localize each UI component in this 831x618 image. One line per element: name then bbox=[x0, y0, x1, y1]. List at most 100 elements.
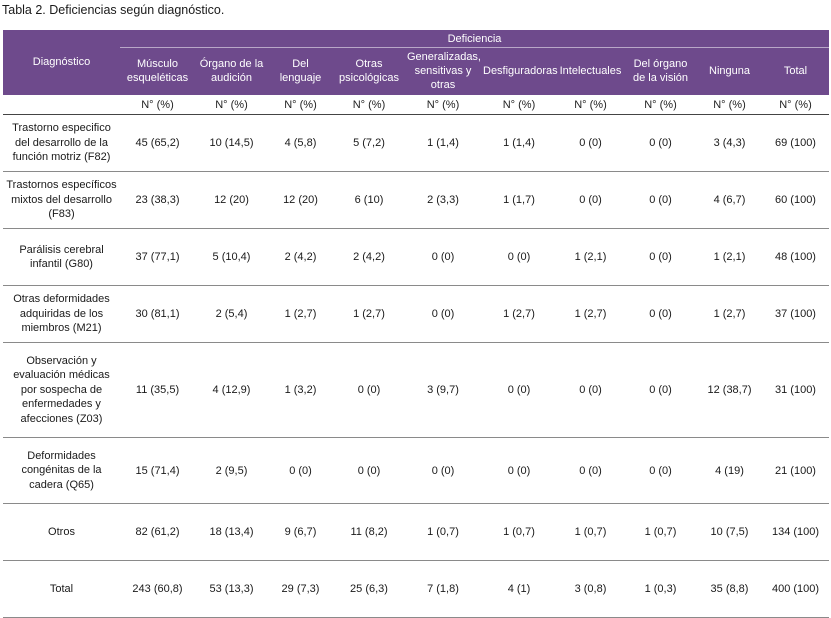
diagnosis-name: Observación y evaluación médicas por sos… bbox=[3, 342, 120, 438]
unit-header: N° (%) bbox=[557, 94, 624, 115]
table-cell: 134 (100) bbox=[762, 503, 829, 561]
table-cell: 0 (0) bbox=[557, 342, 624, 438]
table-cell: 4 (19) bbox=[697, 437, 762, 504]
table-cell: 11 (35,5) bbox=[120, 342, 195, 438]
table-cell: 11 (8,2) bbox=[333, 503, 405, 561]
table-cell: 48 (100) bbox=[762, 228, 829, 286]
table-cell: 1 (1,7) bbox=[481, 171, 557, 229]
table-cell: 10 (14,5) bbox=[195, 114, 268, 172]
table-cell: 1 (2,1) bbox=[697, 228, 762, 286]
table-cell: 4 (5,8) bbox=[268, 114, 333, 172]
table-cell: 25 (6,3) bbox=[333, 560, 405, 618]
unit-header: N° (%) bbox=[333, 94, 405, 115]
column-header: Intelectuales bbox=[557, 47, 624, 95]
table-cell: 1 (0,7) bbox=[405, 503, 481, 561]
column-header: Total bbox=[762, 47, 829, 95]
table-cell: 0 (0) bbox=[624, 342, 697, 438]
table-row: Parálisis cerebral infantil (G80) 37 (77,… bbox=[3, 228, 829, 286]
table-cell: 12 (38,7) bbox=[697, 342, 762, 438]
table-cell: 1 (3,2) bbox=[268, 342, 333, 438]
table-cell: 2 (3,3) bbox=[405, 171, 481, 229]
table-cell: 2 (4,2) bbox=[333, 228, 405, 286]
table-cell: 1 (0,3) bbox=[624, 560, 697, 618]
table-cell: 31 (100) bbox=[762, 342, 829, 438]
table-cell: 0 (0) bbox=[624, 171, 697, 229]
column-header: Del lenguaje bbox=[268, 47, 333, 95]
table-cell: 0 (0) bbox=[333, 342, 405, 438]
unit-header: N° (%) bbox=[195, 94, 268, 115]
table-cell: 18 (13,4) bbox=[195, 503, 268, 561]
table-row: Otras deformidades adquiridas de los mie… bbox=[3, 285, 829, 343]
table-cell: 1 (1,4) bbox=[481, 114, 557, 172]
table-cell: 1 (2,7) bbox=[697, 285, 762, 343]
table-cell: 1 (0,7) bbox=[557, 503, 624, 561]
unit-header: N° (%) bbox=[481, 94, 557, 115]
column-header: Desfiguradoras bbox=[481, 47, 558, 95]
table-cell: 0 (0) bbox=[624, 228, 697, 286]
table-cell: 2 (5,4) bbox=[195, 285, 268, 343]
table-cell: 3 (9,7) bbox=[405, 342, 481, 438]
table-cell: 10 (7,5) bbox=[697, 503, 762, 561]
diagnosis-name: Trastornos específicos mixtos del desarr… bbox=[3, 171, 120, 229]
table-row: Total 243 (60,8) 53 (13,3) 29 (7,3) 25 (6,3)… bbox=[3, 560, 829, 618]
column-header: Órgano de la audición bbox=[195, 47, 268, 95]
table-cell: 0 (0) bbox=[405, 285, 481, 343]
column-header: Generalizadas, sensitivas y otras bbox=[405, 47, 481, 95]
unit-header: N° (%) bbox=[762, 94, 829, 115]
column-header: Músculo esqueléticas bbox=[120, 47, 195, 95]
table-cell: 0 (0) bbox=[557, 171, 624, 229]
deficiencies-table: Diagnóstico Deficiencia Músculo esquelét… bbox=[3, 30, 829, 618]
table-cell: 2 (9,5) bbox=[195, 437, 268, 504]
table-cell: 9 (6,7) bbox=[268, 503, 333, 561]
table-cell: 0 (0) bbox=[481, 437, 557, 504]
table-cell: 243 (60,8) bbox=[120, 560, 195, 618]
table-cell: 1 (0,7) bbox=[481, 503, 557, 561]
table-cell: 82 (61,2) bbox=[120, 503, 195, 561]
table-cell: 1 (2,7) bbox=[333, 285, 405, 343]
table-cell: 0 (0) bbox=[405, 228, 481, 286]
table-cell: 15 (71,4) bbox=[120, 437, 195, 504]
table-cell: 0 (0) bbox=[557, 437, 624, 504]
table-cell: 1 (1,4) bbox=[405, 114, 481, 172]
table-row: Trastorno especifico del desarrollo de l… bbox=[3, 114, 829, 172]
table-cell: 5 (7,2) bbox=[333, 114, 405, 172]
table-cell: 0 (0) bbox=[481, 228, 557, 286]
table-cell: 0 (0) bbox=[624, 114, 697, 172]
table-cell: 29 (7,3) bbox=[268, 560, 333, 618]
diagnosis-name: Otras deformidades adquiridas de los mie… bbox=[3, 285, 120, 343]
diagnosis-name: Trastorno especifico del desarrollo de l… bbox=[3, 114, 120, 172]
table-cell: 4 (1) bbox=[481, 560, 557, 618]
table-cell: 4 (12,9) bbox=[195, 342, 268, 438]
table-cell: 0 (0) bbox=[268, 437, 333, 504]
table-cell: 21 (100) bbox=[762, 437, 829, 504]
table-cell: 1 (2,1) bbox=[557, 228, 624, 286]
table-cell: 23 (38,3) bbox=[120, 171, 195, 229]
unit-header: N° (%) bbox=[120, 94, 195, 115]
table-cell: 53 (13,3) bbox=[195, 560, 268, 618]
table-cell: 400 (100) bbox=[762, 560, 829, 618]
diagnosis-header: Diagnóstico bbox=[3, 30, 120, 95]
diagnosis-name: Deformidades congénitas de la cadera (Q6… bbox=[3, 437, 120, 504]
table-cell: 6 (10) bbox=[333, 171, 405, 229]
table-cell: 60 (100) bbox=[762, 171, 829, 229]
table-cell: 37 (100) bbox=[762, 285, 829, 343]
table-cell: 35 (8,8) bbox=[697, 560, 762, 618]
unit-header: N° (%) bbox=[697, 94, 762, 115]
deficiency-group-header: Deficiencia bbox=[120, 30, 829, 48]
table-cell: 1 (2,7) bbox=[557, 285, 624, 343]
column-header: Del órgano de la visión bbox=[624, 47, 697, 95]
table-row: Observación y evaluación médicas por sos… bbox=[3, 342, 829, 438]
column-header: Otras psicológicas bbox=[333, 47, 405, 95]
table-cell: 45 (65,2) bbox=[120, 114, 195, 172]
table-row: Trastornos específicos mixtos del desarr… bbox=[3, 171, 829, 229]
diagnosis-name: Parálisis cerebral infantil (G80) bbox=[3, 228, 120, 286]
table-cell: 3 (0,8) bbox=[557, 560, 624, 618]
table-cell: 1 (2,7) bbox=[268, 285, 333, 343]
table-cell: 12 (20) bbox=[195, 171, 268, 229]
table-cell: 1 (0,7) bbox=[624, 503, 697, 561]
unit-header: N° (%) bbox=[268, 94, 333, 115]
table-cell: 12 (20) bbox=[268, 171, 333, 229]
table-cell: 4 (6,7) bbox=[697, 171, 762, 229]
diagnosis-name: Otros bbox=[3, 503, 120, 561]
table-cell: 1 (2,7) bbox=[481, 285, 557, 343]
